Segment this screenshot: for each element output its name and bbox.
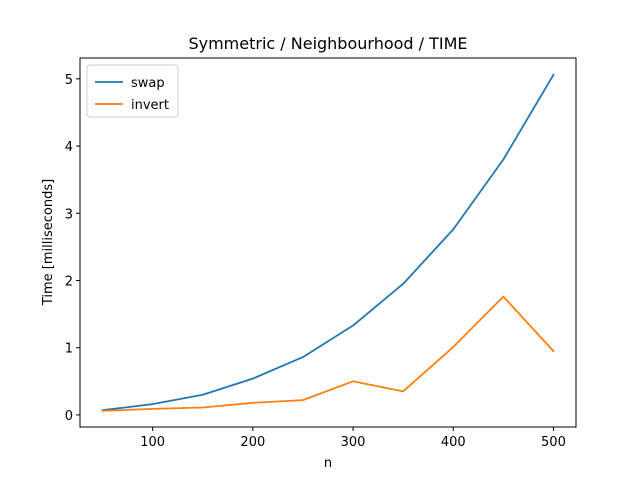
y-tick-label: 4	[65, 140, 73, 155]
series-layer	[101, 73, 555, 412]
y-tick-label: 0	[65, 409, 73, 424]
series-line-swap	[101, 73, 555, 412]
x-axis-title: n	[324, 456, 332, 471]
x-tick-label: 400	[441, 435, 466, 450]
axes-frame	[79, 57, 577, 428]
x-tick-label: 100	[140, 435, 165, 450]
chart-title: Symmetric / Neighbourhood / TIME	[188, 34, 467, 53]
legend-label-invert: invert	[131, 98, 169, 113]
y-axis-title: Time [milliseconds]	[41, 179, 56, 306]
y-tick-label: 1	[65, 342, 73, 357]
x-axis-ticks: 100 200 300 400 500	[140, 427, 566, 450]
y-tick-label: 3	[65, 207, 73, 222]
y-tick-label: 5	[65, 73, 73, 88]
legend: swap invert	[86, 64, 179, 118]
y-tick-label: 2	[65, 274, 73, 289]
y-axis-ticks: 0 1 2 3 4 5	[65, 73, 80, 424]
series-line-invert	[101, 295, 555, 412]
x-tick-label: 200	[240, 435, 265, 450]
x-tick-label: 300	[341, 435, 366, 450]
legend-label-swap: swap	[131, 76, 165, 91]
x-tick-label: 500	[541, 435, 566, 450]
